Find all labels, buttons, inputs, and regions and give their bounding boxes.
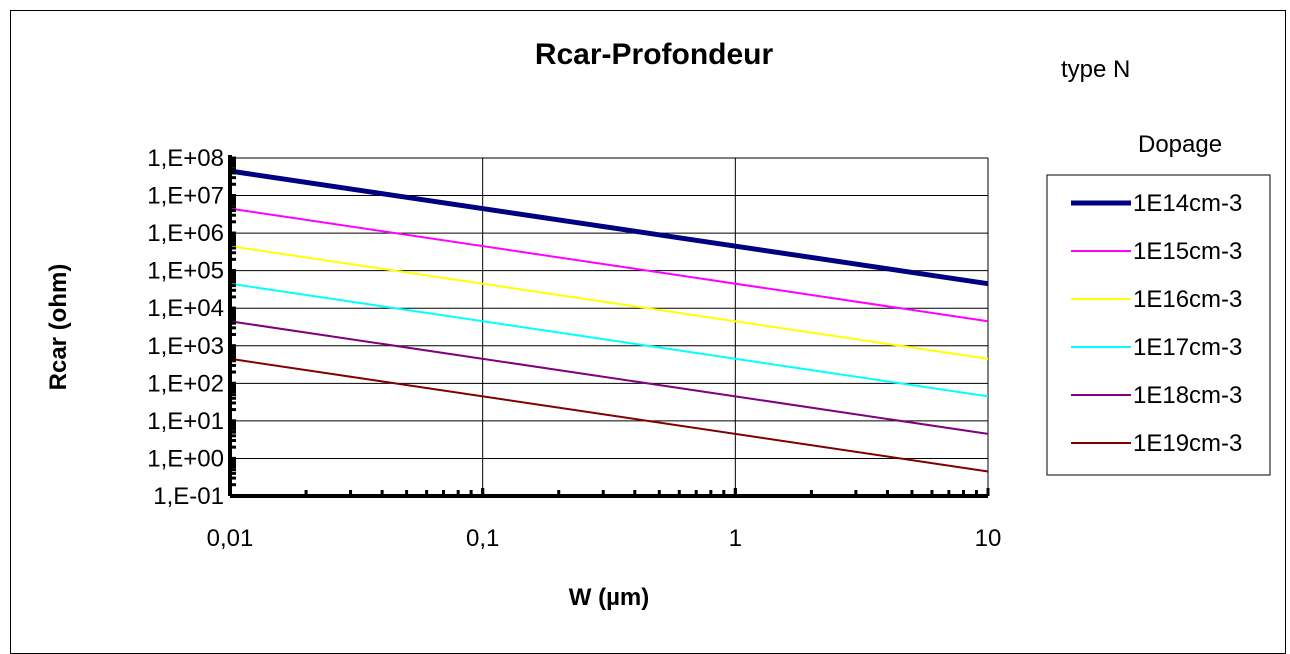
series-line-1E19cm-3 (229, 357, 989, 473)
legend: 1E14cm-3 1E15cm-3 1E16cm-3 1E17cm-3 1E18cm-3… (1071, 190, 1242, 457)
series-line-1E14cm-3 (229, 168, 989, 287)
annotation-type: type N (1061, 56, 1130, 83)
x-tick-label: 0,01 (207, 525, 254, 552)
y-tick-label: 1,E+08 (147, 145, 224, 172)
x-tick-label: 0,1 (466, 525, 499, 552)
y-tick-label: 1,E+05 (147, 258, 224, 285)
series-line-1E16cm-3 (229, 245, 989, 360)
x-tick-label: 1 (729, 525, 742, 552)
axes (228, 155, 990, 498)
series-line-1E18cm-3 (229, 320, 989, 435)
legend-label-1E19cm-3: 1E19cm-3 (1133, 430, 1242, 457)
legend-label-1E15cm-3: 1E15cm-3 (1133, 238, 1242, 265)
grid (229, 157, 989, 497)
y-tick-label: 1,E-01 (153, 483, 224, 510)
y-tick-label: 1,E+01 (147, 408, 224, 435)
legend-box (1046, 174, 1271, 476)
y-tick-label: 1,E+02 (147, 370, 224, 397)
legend-label-1E17cm-3: 1E17cm-3 (1133, 334, 1242, 361)
series-lines (229, 168, 989, 473)
annotation-dopage: Dopage (1138, 131, 1222, 158)
chart-title: Rcar-Profondeur (535, 38, 774, 71)
legend-label-1E16cm-3: 1E16cm-3 (1133, 286, 1242, 313)
x-tick-label: 10 (975, 525, 1002, 552)
y-tick-label: 1,E+04 (147, 295, 224, 322)
y-axis-label: Rcar (ohm) (45, 264, 72, 391)
y-tick-label: 1,E+03 (147, 333, 224, 360)
series-line-1E15cm-3 (229, 207, 989, 323)
series-line-1E17cm-3 (229, 282, 989, 398)
y-tick-label: 1,E+00 (147, 445, 224, 472)
tick-labels: 1,E-01 1,E+00 1,E+01 1,E+02 1,E+03 1,E+04 1,E+… (147, 145, 1001, 552)
legend-label-1E18cm-3: 1E18cm-3 (1133, 382, 1242, 409)
x-axis-label: W (µm) (569, 584, 649, 611)
legend-label-1E14cm-3: 1E14cm-3 (1133, 190, 1242, 217)
y-tick-label: 1,E+07 (147, 183, 224, 210)
y-tick-label: 1,E+06 (147, 220, 224, 247)
